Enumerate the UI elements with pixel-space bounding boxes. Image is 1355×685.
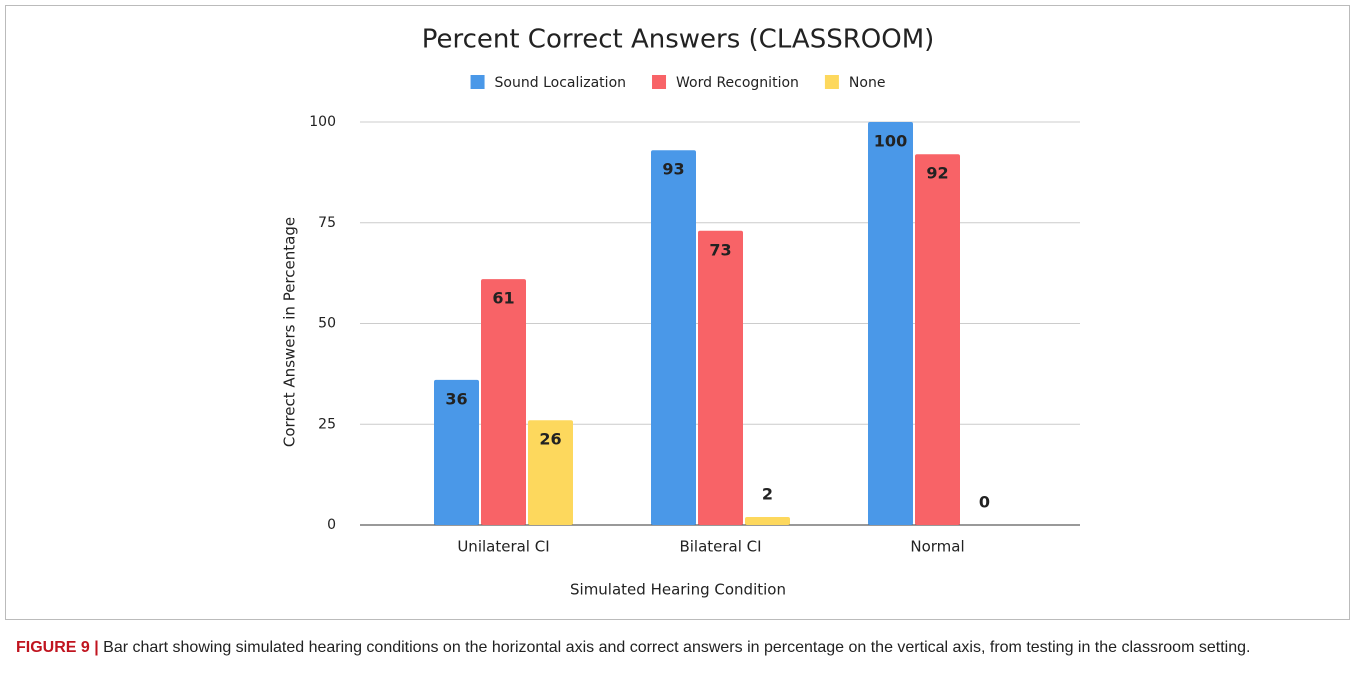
legend-swatch <box>824 75 839 89</box>
caption: FIGURE 9 | Bar chart showing simulated h… <box>16 636 1336 660</box>
caption-text: Bar chart showing simulated hearing cond… <box>103 639 1251 656</box>
y-tick-label: 25 <box>318 416 336 432</box>
chart-title: Percent Correct Answers (CLASSROOM) <box>422 25 935 55</box>
data-label: 0 <box>979 493 990 512</box>
caption-label: FIGURE 9 | <box>16 639 99 656</box>
data-label: 73 <box>709 240 731 259</box>
y-tick-label: 75 <box>318 215 336 231</box>
bar <box>915 154 960 526</box>
legend-label: Word Recognition <box>676 75 799 91</box>
bar <box>651 150 696 525</box>
legend-swatch <box>652 75 667 89</box>
data-label: 92 <box>926 164 948 183</box>
bar <box>698 230 743 525</box>
data-label: 61 <box>492 289 514 308</box>
bar <box>528 420 573 525</box>
legend-label: None <box>849 75 886 91</box>
bar <box>868 122 913 525</box>
bar <box>434 379 479 525</box>
y-tick-label: 100 <box>309 114 336 130</box>
chart: Percent Correct Answers (CLASSROOM) Simu… <box>281 25 1080 599</box>
data-label: 100 <box>874 132 907 151</box>
x-tick-label: Normal <box>910 538 964 556</box>
data-label: 2 <box>762 484 773 503</box>
figure-frame <box>5 5 1350 620</box>
data-label: 36 <box>445 389 467 408</box>
y-tick-label: 50 <box>318 316 336 332</box>
x-tick-label: Unilateral CI <box>457 538 549 556</box>
x-axis-label: Simulated Hearing Condition <box>570 581 786 599</box>
data-label: 93 <box>662 160 684 179</box>
bar <box>745 516 790 525</box>
data-label: 26 <box>539 430 561 449</box>
x-tick-label: Bilateral CI <box>679 538 761 556</box>
legend-swatch <box>470 75 485 89</box>
y-axis-label: Correct Answers in Percentage <box>281 217 299 447</box>
legend-label: Sound Localization <box>495 75 626 91</box>
bar <box>481 279 526 525</box>
y-tick-label: 0 <box>327 517 336 533</box>
